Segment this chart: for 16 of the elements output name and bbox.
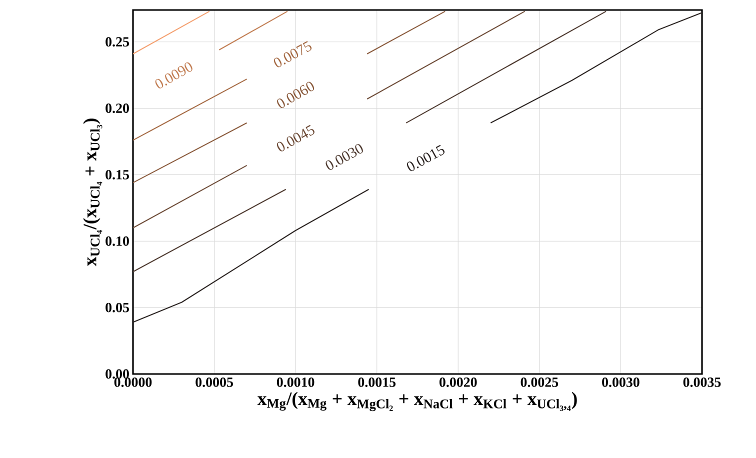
x-tick-label: 0.0005 [196,378,233,387]
y-tick-label: 0.20 [106,104,129,114]
y-tick-label: 0.10 [106,236,129,246]
y-tick-label: 0.25 [106,37,129,47]
x-tick-label: 0.0035 [683,378,721,387]
y-tick-label: 0.05 [106,302,129,312]
x-tick-label: 0.0010 [276,378,314,387]
y-tick-label: 0.15 [106,170,129,180]
text: x$_{Mg}$/(x$_{Mg}$ + x$_{MgCl₂}$ + x$_{NaCl}$ + x$_{KCl}$ + x$_{UCl₃,₄}$) [257,392,577,412]
y-tick-label: 0.00 [106,369,129,379]
x-tick-label: 0.0020 [440,378,477,387]
x-tick-label: 0.0025 [520,378,558,387]
x-tick-label: 0.0030 [602,378,640,387]
y-axis-title: x$_{UCl₄}$/(x$_{UCl₄}$ + x$_{UCl₃}$) [83,118,102,266]
x-tick-label: 0.0015 [358,378,396,387]
x-tick-label: 0.0000 [114,378,152,387]
